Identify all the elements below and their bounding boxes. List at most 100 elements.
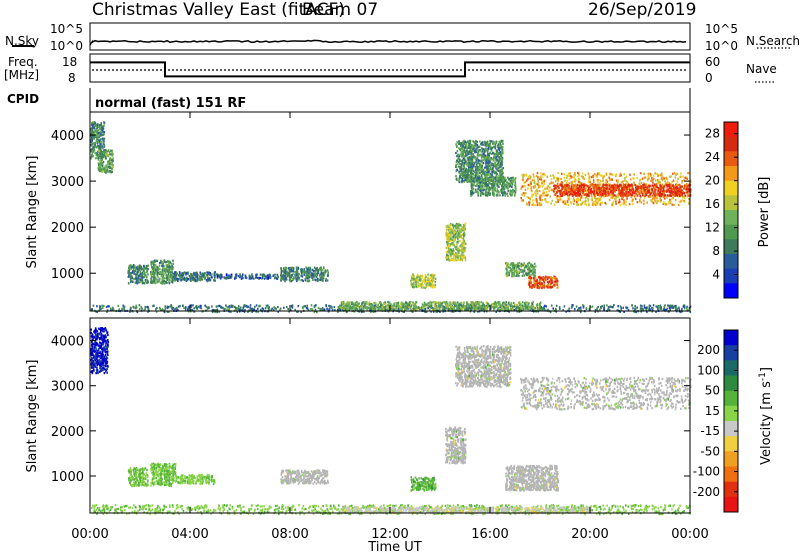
scatter-cell (567, 197, 570, 200)
scatter-cell (100, 147, 103, 150)
scatter-cell (316, 266, 318, 270)
scatter-cell (127, 269, 130, 272)
scatter-cell (464, 242, 467, 245)
scatter-cell (456, 169, 458, 172)
scatter-cell (540, 172, 542, 175)
scatter-cell (255, 276, 257, 279)
scatter-cell (151, 281, 153, 284)
scatter-cell (109, 162, 112, 165)
scatter-cell (629, 184, 631, 187)
scatter-cell (429, 279, 432, 282)
scatter-cell (98, 124, 101, 127)
scatter-cell (185, 278, 187, 281)
scatter-cell (528, 201, 530, 204)
scatter-cell (557, 200, 559, 204)
scatter-cell (579, 196, 582, 199)
scatter-cell (282, 270, 284, 273)
scatter-cell (151, 268, 154, 271)
scatter-cell (170, 276, 172, 279)
scatter-cell (604, 187, 606, 190)
scatter-cell (97, 129, 100, 132)
scatter-cell (643, 196, 646, 199)
scatter-cell (514, 177, 517, 180)
scatter-cell (452, 230, 455, 233)
scatter-cell (574, 178, 576, 181)
scatter-cell (612, 200, 615, 203)
scatter-cell (150, 271, 152, 274)
scatter-cell (194, 278, 197, 281)
scatter-cell (155, 259, 157, 262)
scatter-cell (425, 275, 427, 278)
scatter-cell (102, 138, 104, 141)
scatter-cell (533, 270, 536, 273)
scatter-cell (461, 226, 464, 229)
scatter-cell (153, 273, 156, 276)
scatter-cell (555, 201, 557, 204)
scatter-cell (156, 272, 159, 276)
scatter-cell (451, 253, 454, 256)
scatter-cell (514, 189, 517, 192)
scatter-cell (101, 127, 103, 130)
scatter-cell (280, 279, 282, 282)
scatter-cell (464, 141, 467, 144)
scatter-cell (617, 180, 619, 183)
scatter-region-5 (215, 273, 279, 280)
scatter-cell (609, 193, 611, 196)
scatter-cell (566, 174, 568, 177)
scatter-cell (140, 279, 142, 282)
scatter-cell (471, 189, 473, 192)
scatter-cell (91, 148, 93, 151)
scatter-cell (326, 279, 329, 282)
scatter-cell (538, 189, 541, 193)
scatter-cell (423, 280, 425, 283)
scatter-cell (512, 265, 515, 269)
scatter-cell (235, 273, 238, 276)
scatter-cell (482, 172, 484, 175)
scatter-cell (672, 179, 675, 182)
scatter-cell (497, 194, 499, 197)
scatter-cell (563, 193, 566, 196)
scatter-cell (109, 170, 111, 173)
scatter-cell (594, 204, 597, 207)
scatter-cell (418, 284, 421, 287)
scatter-cell (289, 268, 292, 272)
scatter-cell (173, 272, 176, 276)
scatter-cell (673, 172, 676, 175)
scatter-cell (655, 183, 657, 186)
scatter-cell (458, 232, 460, 235)
scatter-cell (139, 275, 142, 278)
scatter-cell (282, 277, 285, 280)
scatter-cell (171, 265, 173, 268)
scatter-cell (643, 202, 645, 205)
scatter-cell (144, 280, 147, 283)
scatter-cell (91, 123, 93, 126)
scatter-cell (298, 278, 300, 281)
scatter-cell (135, 274, 137, 277)
scatter-cell (93, 127, 95, 130)
scatter-cell (523, 194, 526, 197)
scatter-cell (161, 269, 164, 272)
scatter-cell (516, 262, 519, 265)
scatter-cell (551, 281, 553, 284)
scatter-cell (619, 204, 622, 207)
scatter-cell (488, 143, 490, 146)
scatter-cell (652, 197, 654, 200)
scatter-cell (448, 229, 450, 232)
scatter-cell (446, 258, 449, 261)
scatter-cell (312, 274, 314, 277)
scatter-cell (151, 260, 153, 263)
scatter-cell (555, 176, 558, 180)
scatter-cell (642, 194, 644, 197)
scatter-cell (211, 273, 213, 276)
scatter-cell (560, 172, 563, 175)
scatter-cell (98, 145, 101, 148)
scatter-cell (490, 148, 492, 151)
scatter-cell (490, 140, 493, 143)
frequency-trace (90, 61, 690, 78)
date-label: 26/Sep/2019 (588, 0, 696, 20)
scatter-cell (532, 268, 535, 271)
scatter-cell (320, 272, 323, 275)
scatter-cell (136, 271, 139, 274)
scatter-cell (539, 196, 541, 199)
scatter-cell (250, 275, 252, 278)
